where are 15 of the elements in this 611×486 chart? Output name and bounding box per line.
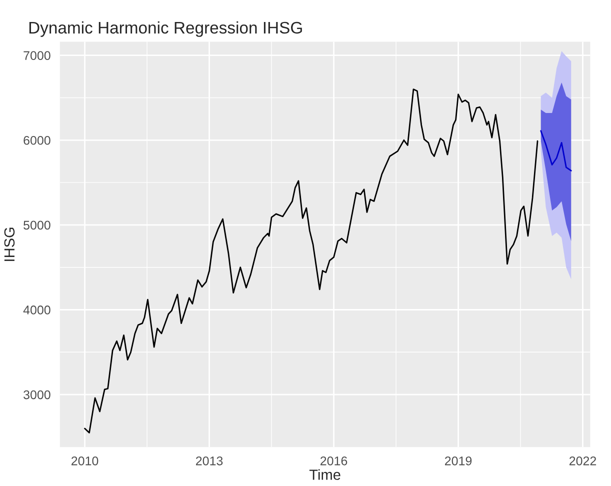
y-tick-label: 3000 [24,390,50,400]
x-tick-label: 2010 [72,456,98,466]
y-axis-title: IHSG [4,228,15,261]
x-tick-label: 2019 [444,456,472,466]
y-tick-label: 5000 [24,220,50,230]
x-tick-label: 2016 [320,456,348,466]
line-series [540,130,572,172]
y-tick-label: 6000 [24,136,50,145]
chart-title: Dynamic Harmonic Regression IHSG [29,21,302,37]
x-axis-title: Time [309,469,340,480]
y-tick-label: 4000 [23,306,50,314]
x-tick-label: 2013 [196,456,223,466]
line-series [84,88,538,434]
x-tick-label: 2022 [569,456,596,466]
y-tick-label: 7000 [24,51,50,60]
